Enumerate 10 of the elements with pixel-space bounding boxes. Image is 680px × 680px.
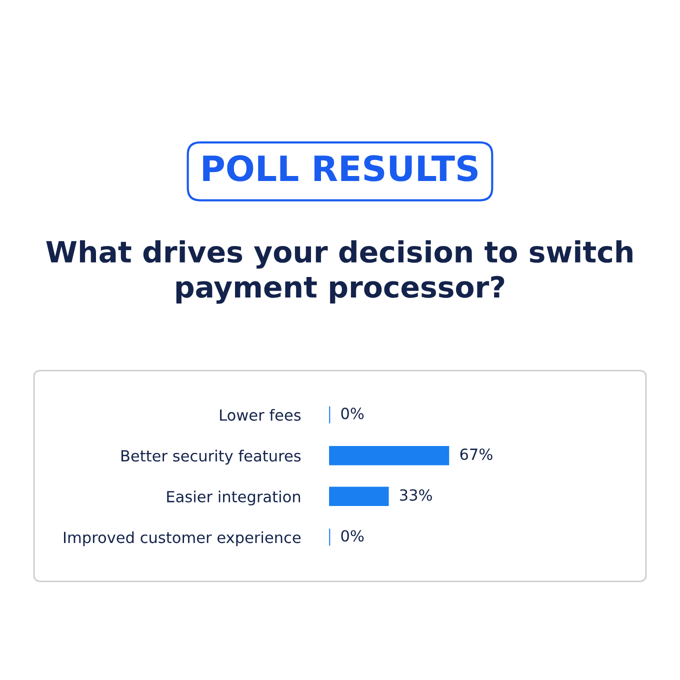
data-label: 33% bbox=[400, 489, 432, 501]
y-tick-label: Easier integration bbox=[167, 490, 300, 506]
y-tick-label: Improved customer experience bbox=[64, 531, 301, 546]
data-label: 67% bbox=[460, 448, 492, 460]
data-label: 0% bbox=[341, 530, 364, 542]
chart-subtitle: POLL RESULTS bbox=[203, 155, 478, 182]
chart-title: What drives your decision to switch payment processor? bbox=[46, 240, 632, 304]
y-tick-label: Lower fees bbox=[220, 408, 301, 421]
y-tick-label: Better security features bbox=[121, 450, 301, 465]
data-label: 0% bbox=[341, 408, 364, 420]
